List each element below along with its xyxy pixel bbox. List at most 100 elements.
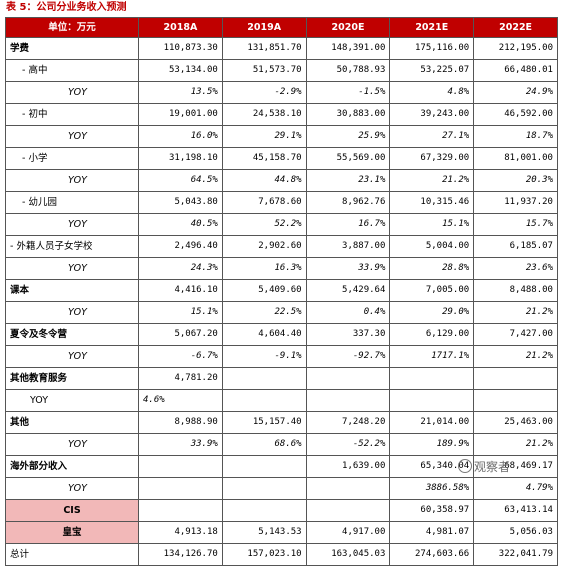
value-cell: 5,067.20 <box>138 323 223 346</box>
value-cell: -52.2% <box>305 433 391 456</box>
value-cell <box>138 455 223 478</box>
table-row: YOY 24.3% 16.3% 33.9% 28.8% 23.6% <box>5 257 558 280</box>
value-cell: 33.9% <box>138 433 223 456</box>
table-row: YOY 13.5% -2.9% -1.5% 4.8% 24.9% <box>5 81 558 104</box>
value-cell: 4,917.00 <box>305 521 391 544</box>
value-cell: 21.2% <box>389 169 475 192</box>
value-cell: 157,023.10 <box>221 543 307 566</box>
row-label: YOY <box>5 257 139 280</box>
value-cell: 15,157.40 <box>221 411 307 434</box>
value-cell: 20.3% <box>473 169 558 192</box>
value-cell: 21.2% <box>473 301 558 324</box>
row-label: YOY <box>5 81 139 104</box>
row-label: 海外部分收入 <box>5 455 139 478</box>
value-cell: 3886.58% <box>389 477 475 500</box>
value-cell: 4,913.18 <box>138 521 223 544</box>
value-cell: 322,041.79 <box>473 543 558 566</box>
table-row: 总计 134,126.70 157,023.10 163,045.03 274,603.… <box>5 543 558 566</box>
value-cell: 5,143.53 <box>221 521 307 544</box>
value-cell: 163,045.03 <box>305 543 391 566</box>
value-cell <box>221 367 307 390</box>
revenue-forecast-table: 单位：万元 2018A 2019A 2020E 2021E 2022E 学费 11… <box>5 17 558 566</box>
value-cell: 24.3% <box>138 257 223 280</box>
value-cell: 45,158.70 <box>221 147 307 170</box>
value-cell: 134,126.70 <box>138 543 223 566</box>
table-row: 学费 110,873.30 131,851.70 148,391.00 175,116.… <box>5 37 558 60</box>
row-label: YOY <box>5 345 139 368</box>
row-label: YOY <box>5 301 139 324</box>
row-label: - 初中 <box>5 103 139 126</box>
value-cell: 68.6% <box>221 433 307 456</box>
value-cell: 25,463.00 <box>473 411 558 434</box>
table-row: 其他 8,988.90 15,157.40 7,248.20 21,014.00 25,4… <box>5 411 558 434</box>
value-cell: 4,781.20 <box>138 367 223 390</box>
table-row: 其他教育服务 4,781.20 <box>5 367 558 390</box>
value-cell: 11,937.20 <box>473 191 558 214</box>
value-cell: 6,129.00 <box>389 323 475 346</box>
value-cell <box>221 389 307 412</box>
value-cell: 53,225.07 <box>389 59 475 82</box>
value-cell <box>305 477 391 500</box>
row-label: 其他 <box>5 411 139 434</box>
value-cell <box>305 367 391 390</box>
table-row: - 幼儿园 5,043.80 7,678.60 8,962.76 10,315.46 11… <box>5 191 558 214</box>
value-cell: 6,185.07 <box>473 235 558 258</box>
value-cell: 40.5% <box>138 213 223 236</box>
row-label: - 幼儿园 <box>5 191 139 214</box>
value-cell: 67,329.00 <box>389 147 475 170</box>
value-cell <box>473 367 558 390</box>
value-cell: 52.2% <box>221 213 307 236</box>
table-header-row: 单位：万元 2018A 2019A 2020E 2021E 2022E <box>5 17 558 38</box>
value-cell: 16.3% <box>221 257 307 280</box>
value-cell: -2.9% <box>221 81 307 104</box>
value-cell: 21,014.00 <box>389 411 475 434</box>
value-cell: 5,043.80 <box>138 191 223 214</box>
header-cell: 2021E <box>389 17 475 38</box>
value-cell: 66,480.01 <box>473 59 558 82</box>
value-cell: 131,851.70 <box>221 37 307 60</box>
value-cell: 7,005.00 <box>389 279 475 302</box>
value-cell <box>305 499 391 522</box>
value-cell: 28.8% <box>389 257 475 280</box>
value-cell: 22.5% <box>221 301 307 324</box>
row-label: CIS <box>5 499 139 522</box>
value-cell: 5,409.60 <box>221 279 307 302</box>
row-label: 课本 <box>5 279 139 302</box>
value-cell <box>138 477 223 500</box>
row-label: YOY <box>5 213 139 236</box>
value-cell <box>305 389 391 412</box>
value-cell: 21.2% <box>473 433 558 456</box>
value-cell: 2,902.60 <box>221 235 307 258</box>
value-cell: -92.7% <box>305 345 391 368</box>
value-cell: 4,416.10 <box>138 279 223 302</box>
value-cell: -6.7% <box>138 345 223 368</box>
header-cell: 单位：万元 <box>5 17 139 38</box>
value-cell: 15.7% <box>473 213 558 236</box>
value-cell: 337.30 <box>305 323 391 346</box>
value-cell: 4.6% <box>138 389 223 412</box>
value-cell: 0.4% <box>305 301 391 324</box>
value-cell: 63,413.14 <box>473 499 558 522</box>
value-cell: 15.1% <box>389 213 475 236</box>
table-row: - 小学 31,198.10 45,158.70 55,569.00 67,329.00… <box>5 147 558 170</box>
value-cell: 21.2% <box>473 345 558 368</box>
value-cell: 25.9% <box>305 125 391 148</box>
row-label: 皇宝 <box>5 521 139 544</box>
table-row: YOY 40.5% 52.2% 16.7% 15.1% 15.7% <box>5 213 558 236</box>
value-cell: 274,603.66 <box>389 543 475 566</box>
value-cell <box>221 499 307 522</box>
value-cell: 8,988.90 <box>138 411 223 434</box>
header-cell: 2022E <box>473 17 558 38</box>
value-cell: 1,639.00 <box>305 455 391 478</box>
value-cell: 212,195.00 <box>473 37 558 60</box>
table-row: YOY 15.1% 22.5% 0.4% 29.0% 21.2% <box>5 301 558 324</box>
table-row: - 高中 53,134.00 51,573.70 50,788.93 53,225.07… <box>5 59 558 82</box>
row-label: 学费 <box>5 37 139 60</box>
table-row: 皇宝 4,913.18 5,143.53 4,917.00 4,981.07 5,056.… <box>5 521 558 544</box>
value-cell: 27.1% <box>389 125 475 148</box>
value-cell: 23.1% <box>305 169 391 192</box>
value-cell: 7,678.60 <box>221 191 307 214</box>
value-cell: 46,592.00 <box>473 103 558 126</box>
row-label: 其他教育服务 <box>5 367 139 390</box>
row-label: - 外籍人员子女学校 <box>5 235 139 258</box>
